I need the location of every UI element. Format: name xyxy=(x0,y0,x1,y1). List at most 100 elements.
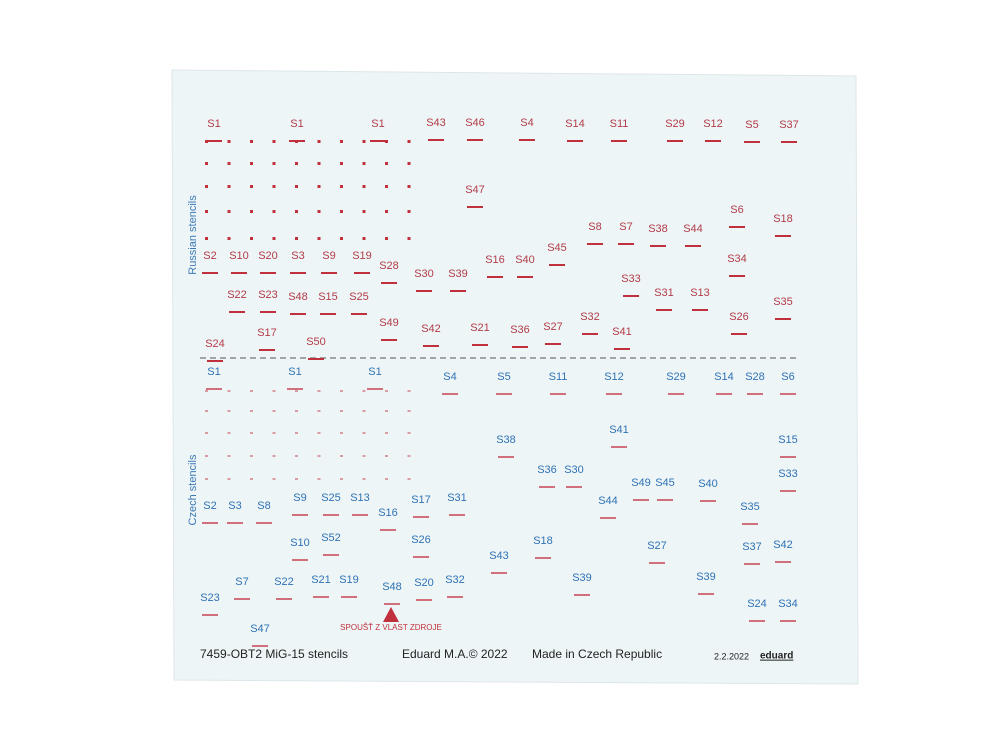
stencil-label: S4 xyxy=(520,117,533,129)
stencil-label: S42 xyxy=(773,539,793,551)
stencil-dot xyxy=(407,410,411,412)
stencil-decal xyxy=(259,349,275,351)
stencil-dot xyxy=(407,478,411,480)
stencil-decal xyxy=(780,456,796,458)
stencil-label: S18 xyxy=(773,213,793,225)
stencil-label: S49 xyxy=(379,317,399,329)
stencil-label: S38 xyxy=(496,434,516,446)
stencil-decal xyxy=(487,276,503,278)
stencil-dot xyxy=(407,432,411,434)
stencil-decal xyxy=(260,272,276,274)
stencil-dot xyxy=(250,432,253,434)
stencil-decal xyxy=(600,517,616,519)
stencil-label: S17 xyxy=(411,494,431,506)
stencil-decal xyxy=(447,596,463,598)
stencil-label: S1 xyxy=(371,118,384,130)
stencil-dot xyxy=(250,237,253,240)
stencil-label: S24 xyxy=(747,598,767,610)
stencil-dot xyxy=(317,210,321,213)
stencil-label: S22 xyxy=(227,289,247,301)
stencil-label: S40 xyxy=(515,254,535,266)
stencil-decal xyxy=(549,264,565,266)
stencil-dot xyxy=(227,478,231,480)
stencil-label: S5 xyxy=(745,119,758,131)
stencil-dot xyxy=(250,410,253,412)
stencil-dot xyxy=(340,185,343,188)
stencil-decal xyxy=(519,139,535,141)
stencil-label: S43 xyxy=(426,117,446,129)
stencil-dot xyxy=(362,185,366,188)
stencil-label: S7 xyxy=(235,576,248,588)
stencil-label: S37 xyxy=(742,541,762,553)
stencil-label: S23 xyxy=(258,289,278,301)
stencil-decal xyxy=(234,598,250,600)
stencil-decal xyxy=(517,276,533,278)
stencil-dot xyxy=(340,140,343,143)
stencil-decal xyxy=(380,529,396,531)
stencil-dot xyxy=(407,140,411,143)
stencil-decal xyxy=(611,140,627,142)
stencil-label: S14 xyxy=(565,118,585,130)
stencil-decal xyxy=(566,486,582,488)
stencil-label: S12 xyxy=(703,118,723,130)
stencil-decal xyxy=(381,339,397,341)
stencil-label: S13 xyxy=(350,492,370,504)
stencil-label: S1 xyxy=(207,366,220,378)
stencil-dot xyxy=(250,140,253,143)
stencil-dot xyxy=(227,237,231,240)
stencil-label: S29 xyxy=(666,371,686,383)
copyright: Eduard M.A.© 2022 xyxy=(402,647,508,661)
stencil-decal xyxy=(496,393,512,395)
stencil-label: S25 xyxy=(321,492,341,504)
warning-triangle xyxy=(383,607,399,622)
product: 7459-OBT2 MiG-15 stencils xyxy=(200,647,348,661)
stencil-decal xyxy=(775,235,791,237)
stencil-decal xyxy=(692,309,708,311)
stencil-dot xyxy=(272,478,276,480)
stencil-dot xyxy=(385,140,388,143)
stencil-decal xyxy=(229,311,245,313)
stencil-label: S33 xyxy=(778,468,798,480)
stencil-label: S36 xyxy=(510,324,530,336)
stencil-label: S39 xyxy=(696,571,716,583)
stencil-decal xyxy=(685,245,701,247)
stencil-label: S10 xyxy=(229,250,249,262)
stencil-label: S44 xyxy=(598,495,618,507)
stencil-decal xyxy=(202,522,218,524)
stencil-label: S14 xyxy=(714,371,734,383)
stencil-label: S10 xyxy=(290,537,310,549)
stencil-label: S16 xyxy=(378,507,398,519)
stencil-decal xyxy=(491,572,507,574)
stencil-dot xyxy=(272,237,276,240)
stencil-decal xyxy=(781,141,797,143)
stencil-label: S32 xyxy=(580,311,600,323)
stencil-label: S29 xyxy=(665,118,685,130)
stencil-label: S36 xyxy=(537,464,557,476)
stencil-dot xyxy=(362,455,366,457)
stencil-dot xyxy=(407,455,411,457)
stencil-dot xyxy=(362,210,366,213)
stencil-dot xyxy=(407,162,411,165)
stencil-decal xyxy=(384,603,400,605)
stencil-label: S20 xyxy=(414,577,434,589)
stencil-dot xyxy=(272,162,276,165)
stencil-dot xyxy=(407,185,411,188)
stencil-dot xyxy=(340,237,343,240)
stencil-decal xyxy=(535,557,551,559)
stencil-dot xyxy=(362,162,366,165)
stencil-dot xyxy=(250,185,253,188)
stencil-dot xyxy=(250,210,253,213)
stencil-decal xyxy=(498,456,514,458)
stencil-decal xyxy=(729,275,745,277)
stencil-decal xyxy=(742,523,758,525)
sheet xyxy=(171,69,859,685)
brand: eduard xyxy=(760,651,793,662)
stencil-dot xyxy=(250,478,253,480)
stencil-decal xyxy=(381,282,397,284)
stencil-label: S20 xyxy=(258,250,278,262)
stencil-dot xyxy=(340,210,343,213)
stencil-label: S4 xyxy=(443,371,456,383)
stencil-label: S28 xyxy=(379,260,399,272)
stencil-dot xyxy=(250,162,253,165)
stencil-decal xyxy=(657,499,673,501)
